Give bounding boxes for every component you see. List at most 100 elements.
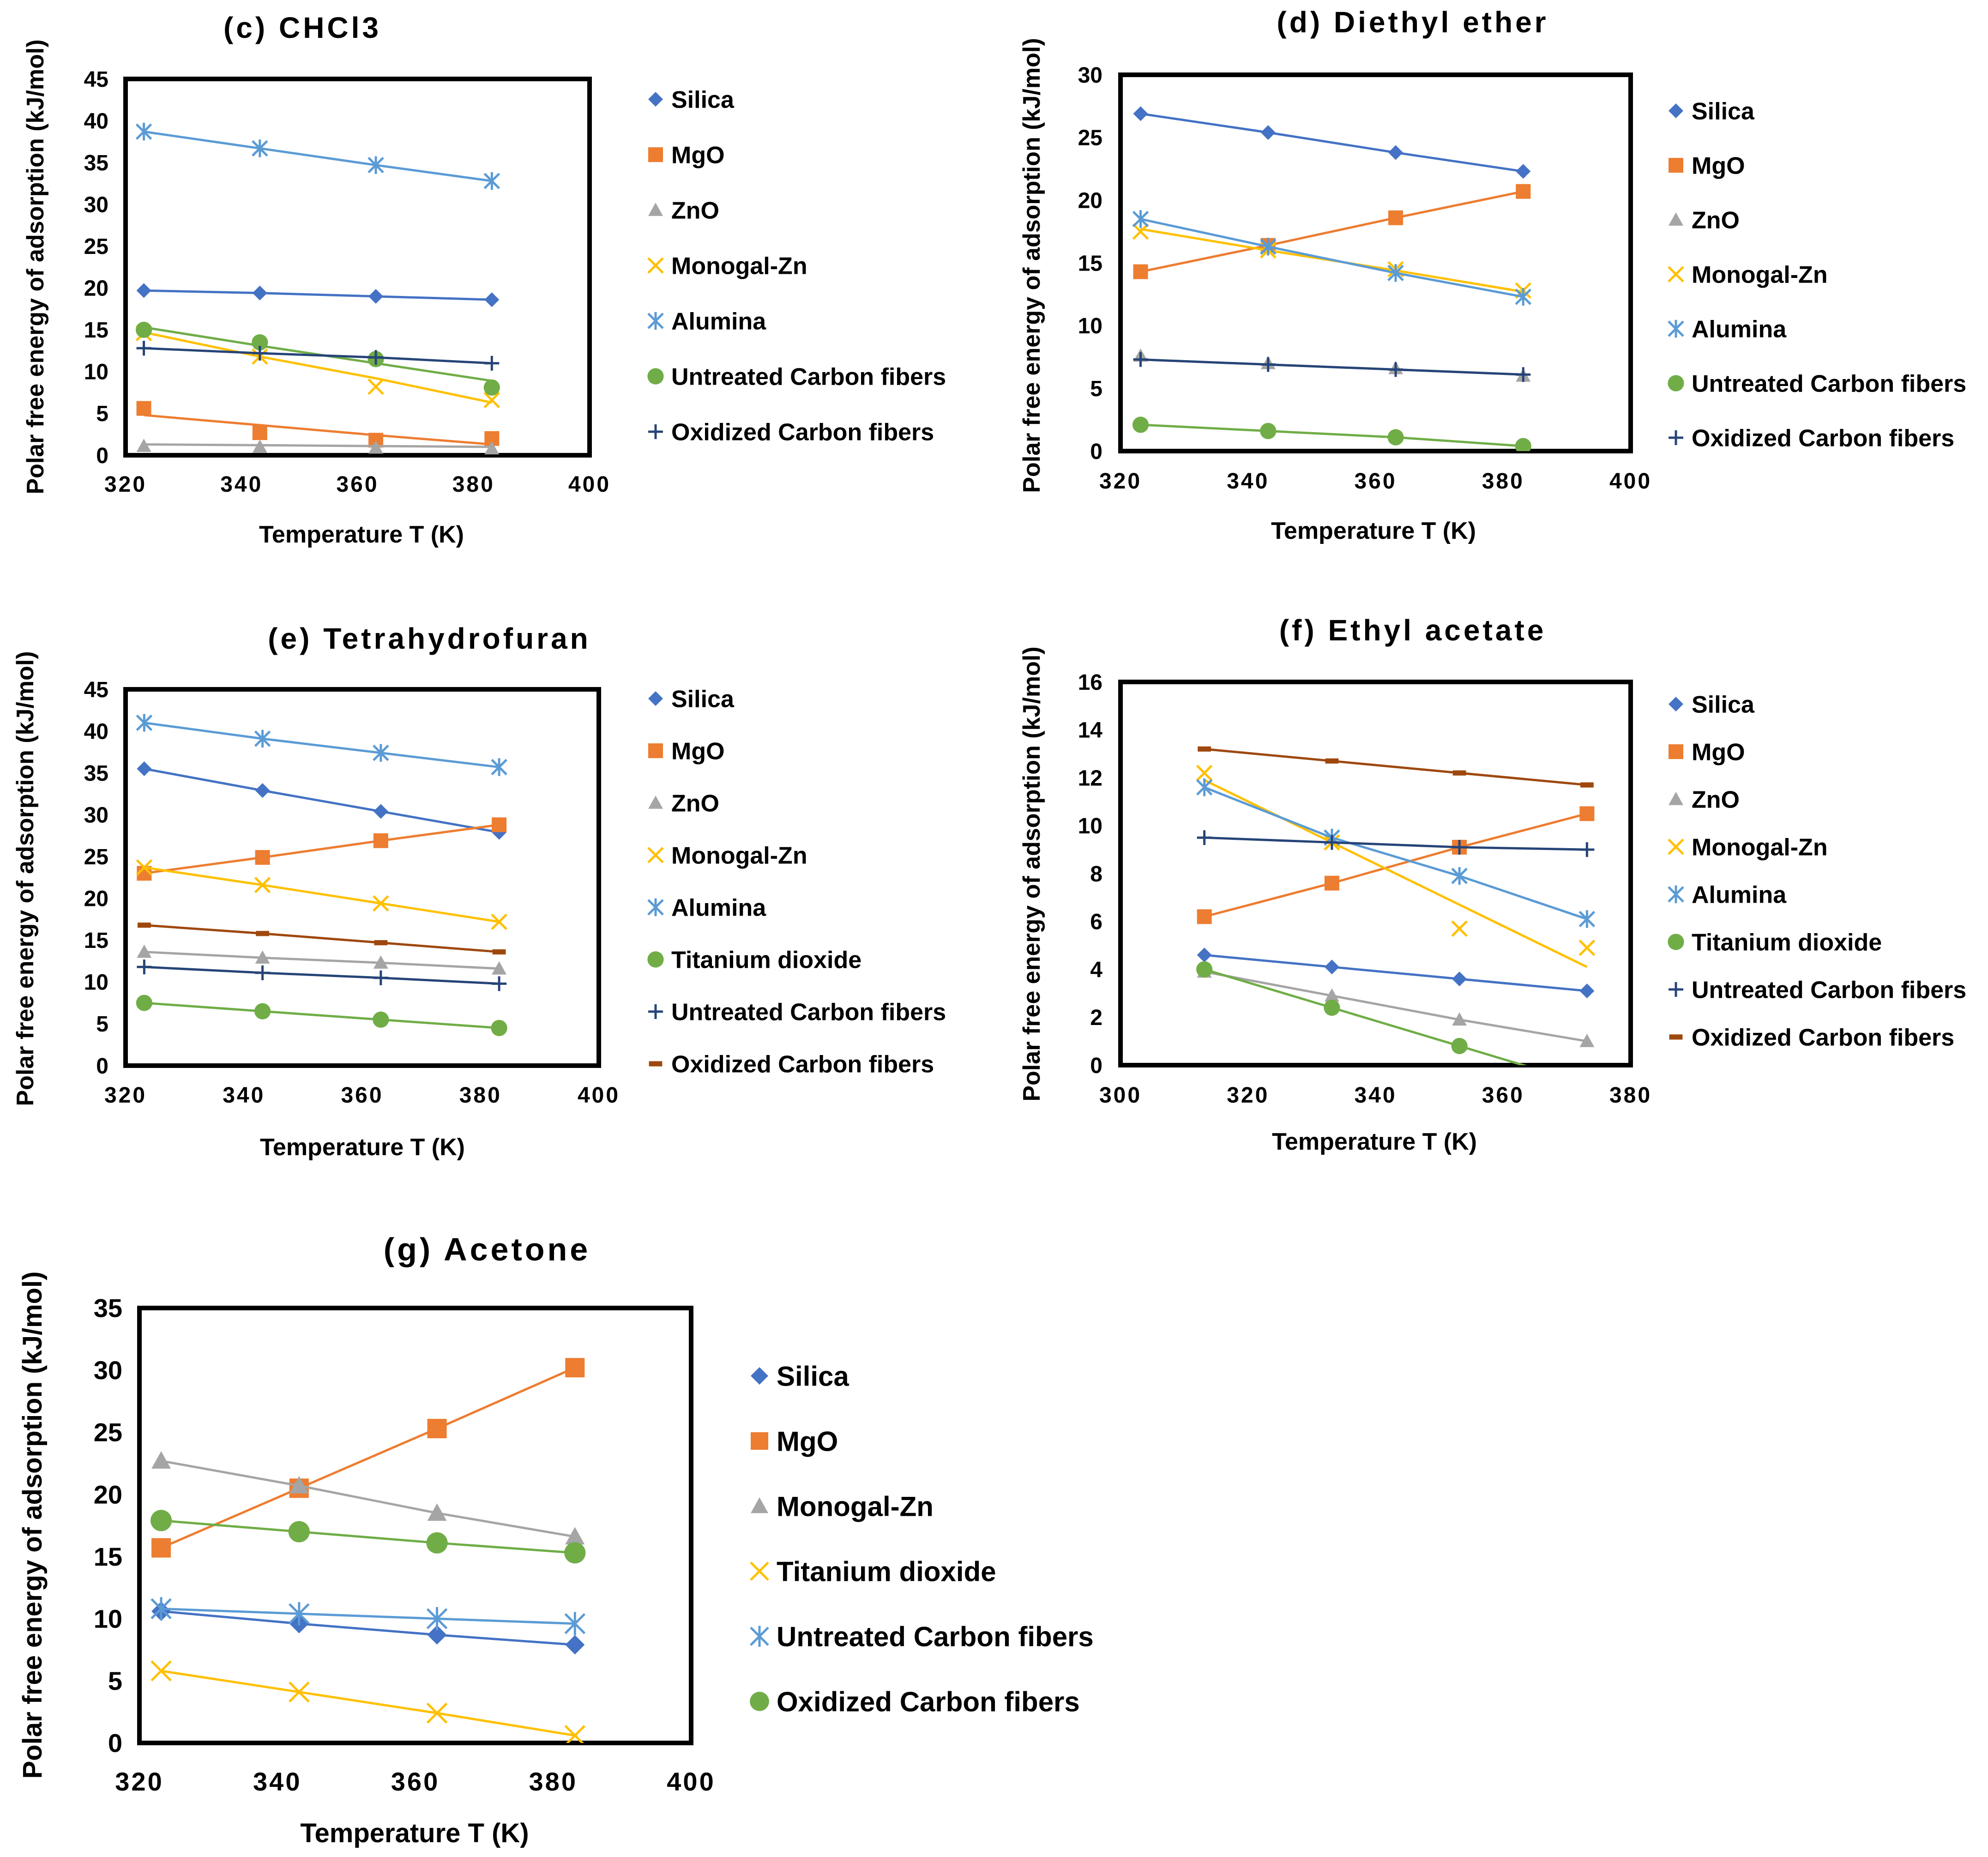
legend-marker [647,951,664,968]
x-tick-label: 360 [1482,1083,1524,1108]
data-point [427,1625,447,1645]
series-silica [1133,106,1531,179]
data-point [136,401,151,416]
legend-label: Alumina [671,308,766,335]
x-tick-label: 320 [104,472,147,497]
series-line [161,1610,575,1646]
data-point [254,730,271,748]
data-point [1259,237,1277,256]
legend-item-silica: Silica [1669,98,1755,125]
data-point [492,976,507,991]
y-tick-label: 0 [1090,440,1102,464]
legend-item-monogal-zn: Monogal-Zn [1668,262,1828,289]
legend-item-silica: Silica [1669,692,1755,718]
data-point [1452,770,1466,776]
data-point [1516,367,1531,382]
legend-marker [648,147,663,162]
y-tick-label: 0 [108,1729,122,1758]
data-point [426,1607,448,1631]
data-point [483,392,500,409]
data-point [252,139,268,157]
y-tick-label: 5 [108,1666,122,1695]
legend-item-mgo: MgO [648,142,725,169]
y-tick-label: 35 [84,761,108,786]
legend-label: MgO [671,142,725,169]
legend: Silica MgO ZnO Monogal-Zn Alumina Untreated C… [647,87,946,446]
data-point [136,859,153,876]
data-point [151,1597,172,1621]
data-point [1515,438,1531,451]
legend-label: Oxidized Carbon fibers [1692,1025,1954,1051]
series-line [144,331,492,404]
data-point [1578,910,1596,928]
legend-label: Silica [671,686,735,713]
x-tick-label: 380 [459,1083,502,1108]
y-tick-label: 10 [1078,814,1102,838]
legend-marker [1668,320,1684,338]
legend-item-mgo: MgO [1669,739,1745,766]
legend-marker [1668,934,1684,950]
x-tick-label: 340 [220,472,263,497]
x-tick-label: 340 [1227,469,1269,494]
data-point [426,1532,448,1554]
legend-label: Untreated Carbon fibers [671,999,946,1026]
data-point [1452,971,1467,987]
data-point [1260,422,1277,440]
legend-marker [751,1432,768,1450]
data-point [368,350,384,365]
legend-marker [1669,212,1683,226]
data-point [1324,875,1339,891]
data-point [151,1660,172,1682]
y-tick-label: 40 [84,719,108,744]
x-tick-label: 360 [341,1083,383,1108]
data-point [136,995,152,1011]
legend-item-untreated-carbon-fibers: Untreated Carbon fibers [1669,977,1966,1004]
data-point [1133,106,1148,121]
legend-label: Silica [777,1361,849,1392]
legend-label: Alumina [671,895,766,922]
legend: Silica MgO ZnO Monogal-Zn Alumina Titanium di… [647,686,946,1078]
legend: Silica MgO ZnO Monogal-Zn Alumina Titanium di… [1668,692,1966,1051]
legend-marker [1669,744,1683,759]
chart-e-tetrahydrofuran: (e) Tetrahydrofuran 0 5 10 15 20 25 30 35 40 45 3… [12,622,946,1161]
data-point [565,1527,585,1545]
y-tick-label: 30 [1078,63,1102,88]
legend-marker [647,847,664,863]
y-tick-label: 10 [84,971,108,995]
data-point [1196,961,1213,978]
chart-f-ethyl-acetate: (f) Ethyl acetate 0 2 4 6 8 10 12 14 16 300 320 34… [1018,614,1966,1155]
series-silica [1197,947,1595,999]
series-line [144,414,492,446]
legend-item-alumina: Alumina [1668,882,1787,909]
y-axis-label: Polar free energy of adsorption (kJ/mol) [22,39,49,494]
data-point [252,346,267,361]
series-untreated-carbon-fibers [1132,416,1531,451]
data-point [289,1681,310,1703]
legend-marker [751,1367,768,1385]
data-point [373,833,388,848]
data-point [1260,125,1276,140]
data-point [1579,842,1595,857]
data-point [1579,983,1595,999]
legend-item-mgo: MgO [648,738,725,765]
data-point [484,356,500,371]
data-point [1260,357,1276,372]
data-point [1132,416,1149,433]
data-point [483,379,500,396]
data-point [252,334,268,351]
data-point [289,1476,309,1494]
data-point [564,1542,586,1564]
legend-item-titanium-dioxide: Titanium dioxide [750,1556,996,1587]
data-point [564,1725,586,1743]
data-point [1196,778,1213,796]
legend-item-mgo: MgO [1669,153,1745,180]
chart-g-acetone: (g) Acetone 0 5 10 15 20 25 30 35 320 340 360 380 4… [18,1231,1094,1848]
y-tick-label: 5 [96,1012,108,1037]
y-tick-label: 30 [84,803,108,827]
data-point [368,440,384,454]
x-axis-label: Temperature T (K) [1271,518,1476,544]
series-zno [137,944,507,975]
legend-label: Silica [1692,98,1755,125]
legend-marker [648,796,663,809]
y-tick-label: 12 [1078,766,1102,790]
